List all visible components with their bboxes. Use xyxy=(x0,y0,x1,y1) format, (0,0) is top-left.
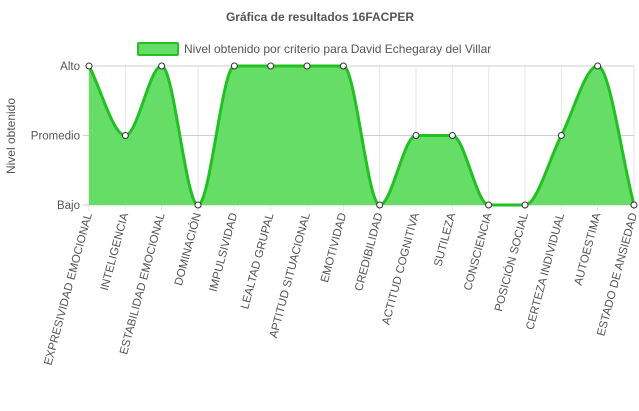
x-tick-label: EMOTIVIDAD xyxy=(319,212,349,284)
data-point[interactable] xyxy=(412,132,420,139)
x-tick-label: INTELIGENCIA xyxy=(99,211,131,292)
data-point[interactable] xyxy=(376,201,384,209)
data-point[interactable] xyxy=(303,62,311,70)
y-axis-title: Nivel obtenido xyxy=(4,98,18,174)
x-tick-label: POSICIÓN SOCIAL xyxy=(492,211,531,313)
data-point[interactable] xyxy=(230,62,238,70)
data-point[interactable] xyxy=(557,132,565,139)
data-point[interactable] xyxy=(158,62,166,70)
data-point[interactable] xyxy=(267,62,275,70)
x-tick-labels: EXPRESIVIDAD EMOCIONAL INTELIGENCIAESTABI… xyxy=(43,211,639,367)
x-tick-label: CONSCIENCIA xyxy=(462,211,494,292)
data-point[interactable] xyxy=(630,201,638,209)
x-tick-label: DOMINACIÓN xyxy=(172,211,204,287)
x-tick-label: CREDIBILIDAD xyxy=(353,212,385,293)
data-point[interactable] xyxy=(485,201,493,209)
y-tick-label: Promedio xyxy=(31,131,80,143)
data-point[interactable] xyxy=(339,62,347,70)
legend-swatch xyxy=(137,42,179,56)
data-point[interactable] xyxy=(194,201,202,209)
x-tick-label: ACTITUD COGNITIVA xyxy=(380,211,422,326)
data-point[interactable] xyxy=(85,62,93,70)
data-point[interactable] xyxy=(521,201,529,209)
y-tick-label: Alto xyxy=(60,61,80,73)
x-tick-label: IMPULSIVIDAD xyxy=(208,212,241,294)
plot-area xyxy=(87,64,636,207)
x-tick-label: SUTILEZA xyxy=(432,211,458,268)
legend-label: Nivel obtenido por criterio para David E… xyxy=(184,42,491,56)
legend[interactable]: Nivel obtenido por criterio para David E… xyxy=(137,42,491,56)
series-line xyxy=(87,64,636,207)
x-tick-label: ESTADO DE ANSIEDAD xyxy=(595,212,639,338)
data-points xyxy=(85,62,638,209)
y-tick-labels: Bajo Promedio Alto xyxy=(31,61,80,212)
data-point[interactable] xyxy=(448,132,456,139)
x-tick-label: CERTEZA INDIVIDUAL xyxy=(524,211,567,331)
data-point[interactable] xyxy=(594,62,602,70)
x-tick-label: EXPRESIVIDAD EMOCIONAL xyxy=(43,211,95,367)
data-point[interactable] xyxy=(121,132,129,139)
y-tick-label: Bajo xyxy=(57,200,80,212)
x-tick-label: AUTOESTIMA xyxy=(573,211,604,286)
x-tick-label: LEALTAD GRUPAL xyxy=(239,211,276,310)
x-tick-label: APTITUD SITUACIONAL xyxy=(268,211,313,339)
chart-title: Gráfica de resultados 16FACPER xyxy=(226,10,414,24)
